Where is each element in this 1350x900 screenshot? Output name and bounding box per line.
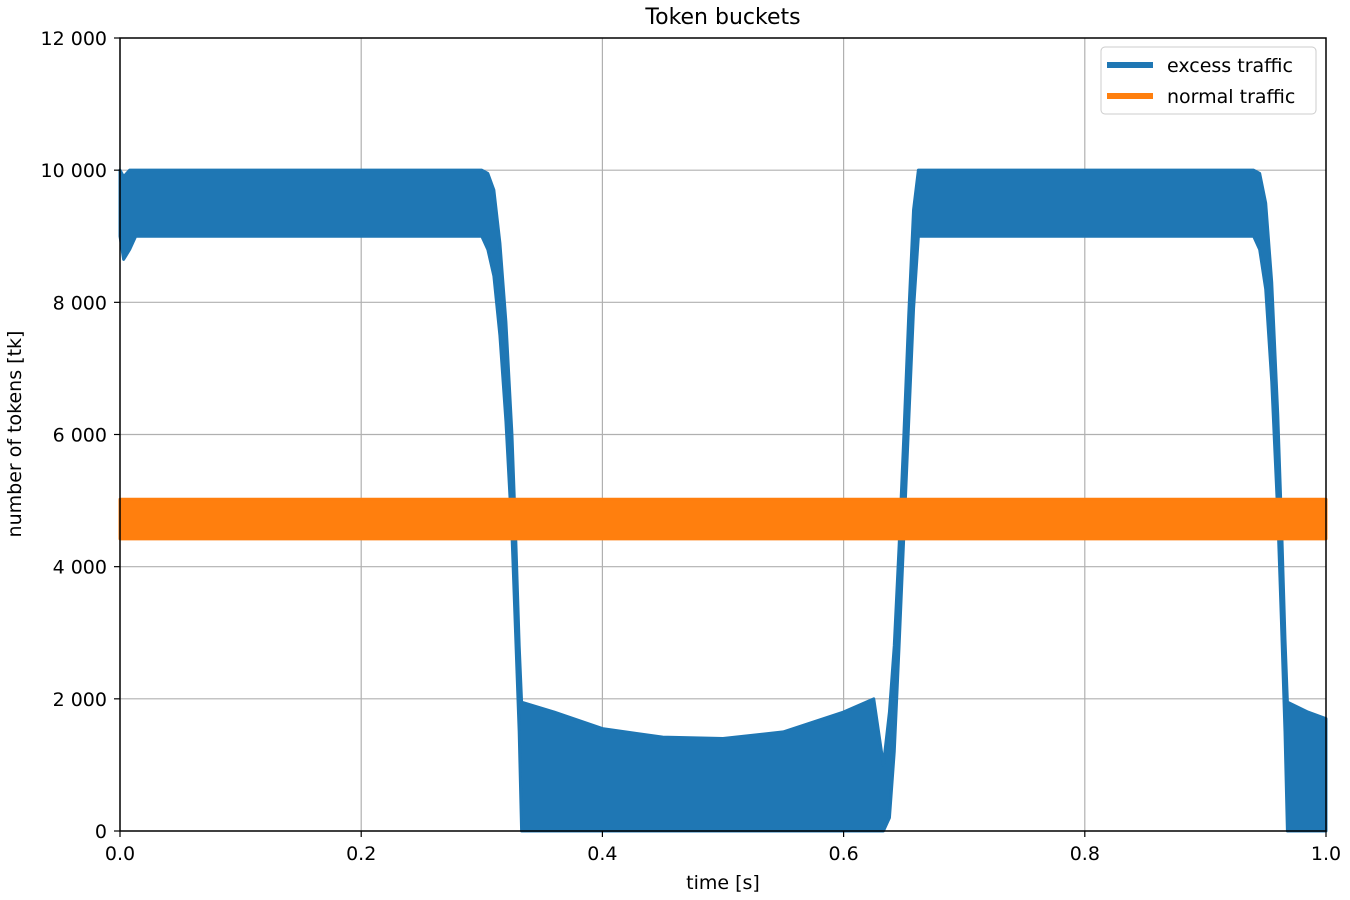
y-axis-label: number of tokens [tk] [4, 331, 26, 538]
x-tick-label: 0.6 [828, 843, 858, 865]
x-tick-label: 0.8 [1070, 843, 1100, 865]
y-tick-label: 10 000 [41, 160, 107, 182]
y-tick-label: 2 000 [53, 689, 107, 711]
y-tick-label: 0 [95, 821, 107, 843]
legend-box [1100, 46, 1317, 115]
x-axis-label: time [s] [686, 872, 760, 894]
x-tick-label: 0.0 [105, 843, 135, 865]
legend: excess traffic normal traffic [1100, 46, 1317, 115]
x-axis-ticks: 0.0 0.2 0.4 0.6 0.8 1.0 [105, 831, 1341, 865]
x-tick-label: 0.4 [587, 843, 617, 865]
x-tick-label: 1.0 [1311, 843, 1341, 865]
y-tick-label: 6 000 [53, 425, 107, 447]
y-tick-label: 4 000 [53, 557, 107, 579]
y-axis-ticks: 0 2 000 4 000 6 000 8 000 10 000 12 000 [41, 28, 120, 843]
y-tick-label: 8 000 [53, 292, 107, 314]
series-band-normal-traffic [118, 497, 1328, 541]
y-tick-label: 12 000 [41, 28, 107, 50]
legend-label-excess-traffic: excess traffic [1167, 55, 1293, 77]
x-tick-label: 0.2 [346, 843, 376, 865]
chart-title: Token buckets [644, 5, 800, 30]
legend-label-normal-traffic: normal traffic [1167, 86, 1295, 108]
